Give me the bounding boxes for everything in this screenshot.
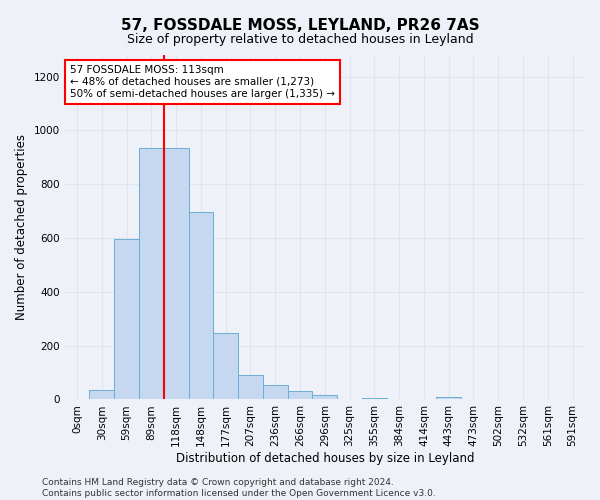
Text: Size of property relative to detached houses in Leyland: Size of property relative to detached ho…: [127, 32, 473, 46]
Bar: [362, 398, 387, 400]
Bar: [287, 392, 313, 400]
Bar: [238, 375, 263, 400]
Bar: [164, 148, 188, 400]
X-axis label: Distribution of detached houses by size in Leyland: Distribution of detached houses by size …: [176, 452, 474, 465]
Y-axis label: Number of detached properties: Number of detached properties: [15, 134, 28, 320]
Bar: [114, 240, 139, 400]
Bar: [139, 148, 164, 400]
Bar: [313, 396, 337, 400]
Text: 57, FOSSDALE MOSS, LEYLAND, PR26 7AS: 57, FOSSDALE MOSS, LEYLAND, PR26 7AS: [121, 18, 479, 32]
Bar: [188, 212, 214, 400]
Bar: [436, 397, 461, 400]
Bar: [214, 332, 238, 400]
Bar: [89, 390, 114, 400]
Bar: [263, 384, 287, 400]
Text: Contains HM Land Registry data © Crown copyright and database right 2024.
Contai: Contains HM Land Registry data © Crown c…: [42, 478, 436, 498]
Text: 57 FOSSDALE MOSS: 113sqm
← 48% of detached houses are smaller (1,273)
50% of sem: 57 FOSSDALE MOSS: 113sqm ← 48% of detach…: [70, 66, 335, 98]
